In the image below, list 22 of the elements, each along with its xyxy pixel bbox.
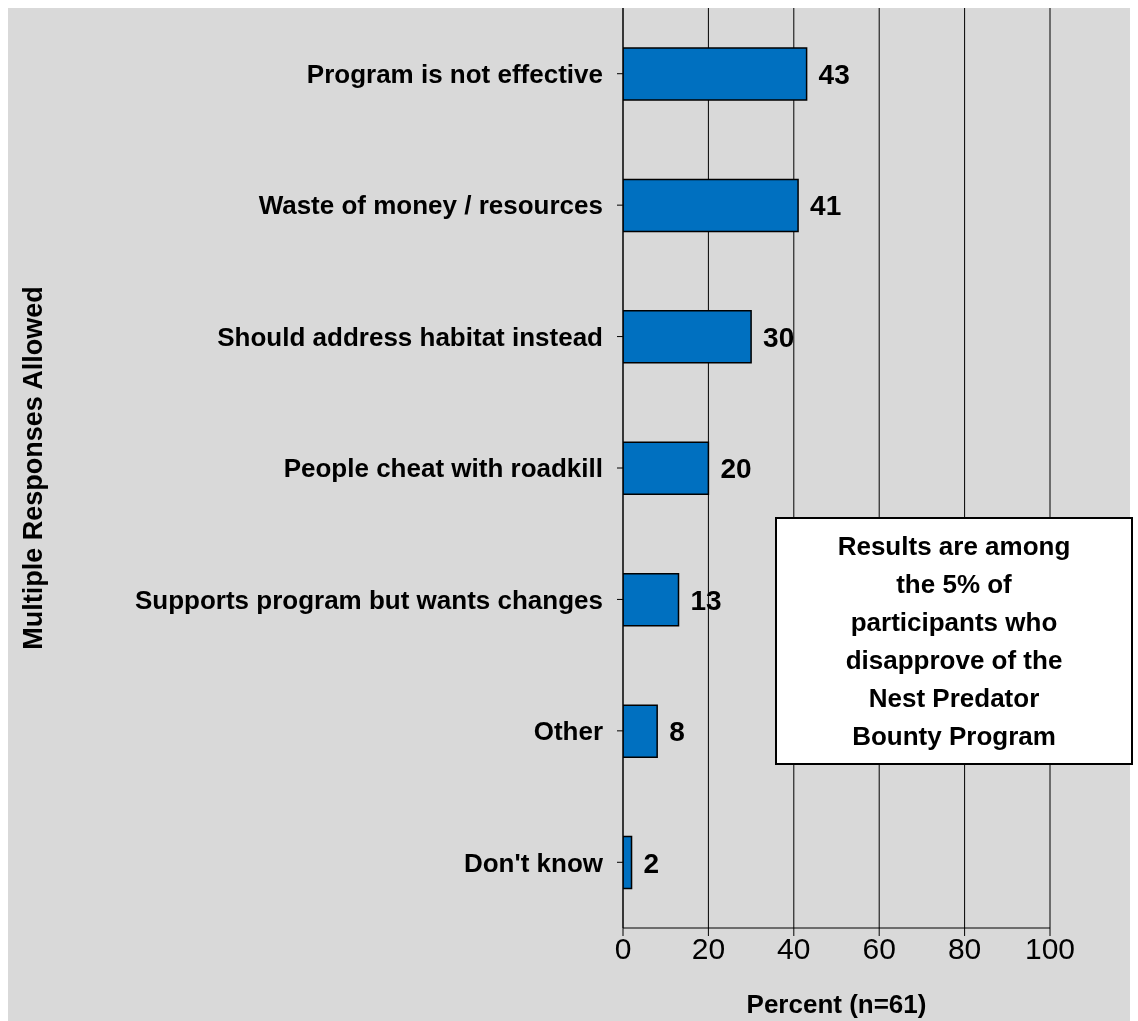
y-tick-label: Other <box>533 716 603 747</box>
x-tick-label: 40 <box>777 932 811 966</box>
y-axis-title: Multiple Responses Allowed <box>17 286 48 650</box>
data-label: 8 <box>669 716 685 748</box>
y-tick-label: Should address habitat instead <box>217 321 603 352</box>
y-tick-label: People cheat with roadkill <box>283 453 603 484</box>
data-label: 41 <box>810 190 842 222</box>
note-box: Results are among the 5% of participants who disapprove of the Nest Predator Bounty Program <box>775 517 1133 765</box>
x-tick-label: 80 <box>947 932 982 966</box>
y-tick-label: Don't know <box>463 847 604 878</box>
x-axis-title: Percent (n=61) <box>746 989 927 1019</box>
x-tick-label: 20 <box>691 932 726 966</box>
x-tick-label: 60 <box>862 932 896 966</box>
data-label: 2 <box>643 847 660 879</box>
x-tick-label: 0 <box>614 932 632 966</box>
y-tick-label: Supports program but wants changes <box>134 584 603 615</box>
y-tick-label: Waste of money / resources <box>258 190 603 221</box>
data-label: 30 <box>763 321 795 353</box>
x-tick-label: 100 <box>1024 932 1076 966</box>
data-label: 20 <box>720 453 752 485</box>
y-tick-label: Program is not effective <box>306 58 603 89</box>
data-label: 43 <box>818 58 850 90</box>
